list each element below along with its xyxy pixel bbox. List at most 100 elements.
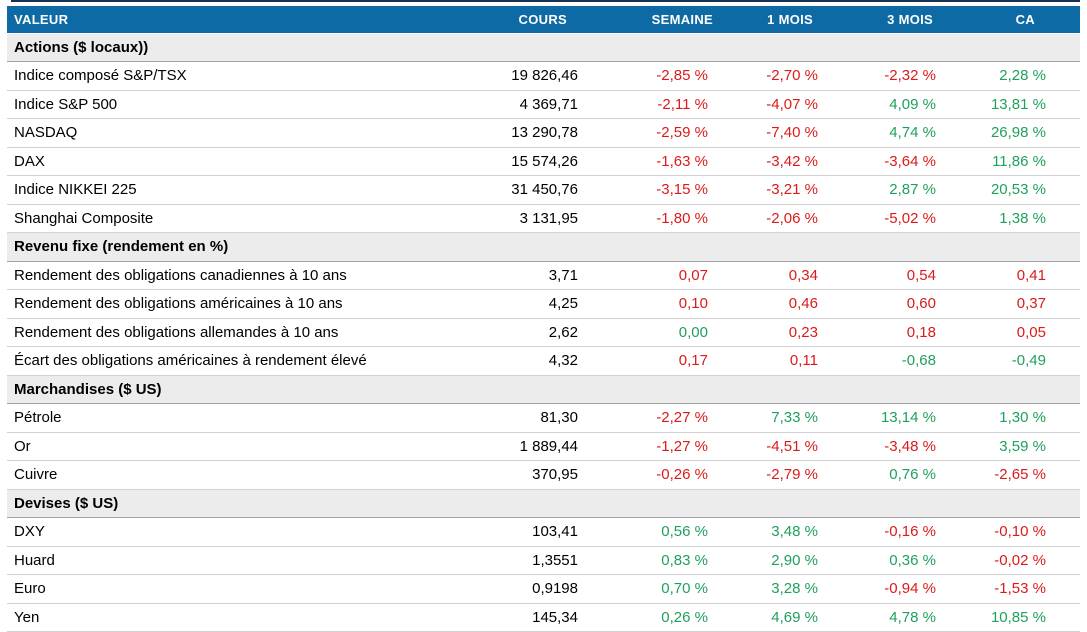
header-row: VALEUR COURS SEMAINE 1 MOIS 3 MOIS CA bbox=[7, 6, 1080, 33]
change-value: -1,80 % bbox=[589, 204, 717, 233]
change-value: 3,59 % bbox=[945, 432, 1080, 461]
section-title: Devises ($ US) bbox=[7, 488, 1080, 518]
change-value: 13,14 % bbox=[827, 403, 945, 433]
table-row: Pétrole 81,30 -2,27 % 7,33 % 13,14 % 1,30 % bbox=[7, 403, 1080, 433]
cours-value: 1 889,44 bbox=[497, 432, 589, 461]
value-label: Rendement des obligations américaines à … bbox=[7, 289, 497, 319]
table-row: Écart des obligations américaines à rend… bbox=[7, 346, 1080, 376]
cours-value: 3,71 bbox=[497, 261, 589, 290]
change-value: -3,48 % bbox=[827, 432, 945, 461]
change-value: 0,11 bbox=[717, 346, 827, 376]
change-value: 0,56 % bbox=[589, 517, 717, 547]
change-value: -3,42 % bbox=[717, 147, 827, 176]
change-value: 7,33 % bbox=[717, 403, 827, 433]
change-value: -2,32 % bbox=[827, 61, 945, 91]
change-value: 10,85 % bbox=[945, 603, 1080, 632]
change-value: -1,53 % bbox=[945, 574, 1080, 604]
cours-value: 370,95 bbox=[497, 460, 589, 490]
cours-value: 1,3551 bbox=[497, 546, 589, 575]
change-value: -0,68 bbox=[827, 346, 945, 376]
change-value: 4,09 % bbox=[827, 90, 945, 119]
table-row: NASDAQ 13 290,78 -2,59 % -7,40 % 4,74 % 26,98… bbox=[7, 118, 1080, 148]
table-row: Rendement des obligations canadiennes à … bbox=[7, 261, 1080, 290]
change-value: 0,76 % bbox=[827, 460, 945, 490]
change-value: 2,90 % bbox=[717, 546, 827, 575]
change-value: -2,79 % bbox=[717, 460, 827, 490]
section-row: Marchandises ($ US) bbox=[7, 374, 1080, 404]
value-label: Euro bbox=[7, 574, 497, 604]
change-value: 3,28 % bbox=[717, 574, 827, 604]
change-value: -2,65 % bbox=[945, 460, 1080, 490]
change-value: 0,17 bbox=[589, 346, 717, 376]
change-value: 0,18 bbox=[827, 318, 945, 347]
cours-value: 13 290,78 bbox=[497, 118, 589, 148]
value-label: Écart des obligations américaines à rend… bbox=[7, 346, 497, 376]
change-value: 2,87 % bbox=[827, 175, 945, 205]
change-value: 3,48 % bbox=[717, 517, 827, 547]
table-body: Actions ($ locaux)) Indice composé S&P/TS… bbox=[7, 32, 1080, 632]
value-label: Or bbox=[7, 432, 497, 461]
change-value: 0,41 bbox=[945, 261, 1080, 290]
section-title: Actions ($ locaux)) bbox=[7, 32, 1080, 62]
top-rule bbox=[11, 0, 1080, 2]
change-value: 1,38 % bbox=[945, 204, 1080, 233]
cours-value: 145,34 bbox=[497, 603, 589, 632]
value-label: Huard bbox=[7, 546, 497, 575]
change-value: -5,02 % bbox=[827, 204, 945, 233]
value-label: Indice composé S&P/TSX bbox=[7, 61, 497, 91]
value-label: Pétrole bbox=[7, 403, 497, 433]
table-row: Cuivre 370,95 -0,26 % -2,79 % 0,76 % -2,65 % bbox=[7, 460, 1080, 490]
change-value: 1,30 % bbox=[945, 403, 1080, 433]
change-value: -0,26 % bbox=[589, 460, 717, 490]
change-value: -2,06 % bbox=[717, 204, 827, 233]
change-value: 0,46 bbox=[717, 289, 827, 319]
market-table: VALEUR COURS SEMAINE 1 MOIS 3 MOIS CA Actions… bbox=[7, 6, 1080, 632]
change-value: -1,63 % bbox=[589, 147, 717, 176]
column-header: 1 MOIS bbox=[717, 6, 827, 33]
change-value: -3,15 % bbox=[589, 175, 717, 205]
change-value: 20,53 % bbox=[945, 175, 1080, 205]
section-title: Marchandises ($ US) bbox=[7, 374, 1080, 404]
change-value: -4,07 % bbox=[717, 90, 827, 119]
change-value: 0,54 bbox=[827, 261, 945, 290]
value-label: DXY bbox=[7, 517, 497, 547]
change-value: 0,23 bbox=[717, 318, 827, 347]
change-value: -0,94 % bbox=[827, 574, 945, 604]
change-value: 2,28 % bbox=[945, 61, 1080, 91]
change-value: -2,11 % bbox=[589, 90, 717, 119]
change-value: 4,74 % bbox=[827, 118, 945, 148]
change-value: 0,37 bbox=[945, 289, 1080, 319]
value-label: Shanghai Composite bbox=[7, 204, 497, 233]
table-row: Indice NIKKEI 225 31 450,76 -3,15 % -3,21 %… bbox=[7, 175, 1080, 205]
table-row: Rendement des obligations américaines à … bbox=[7, 289, 1080, 319]
change-value: -0,49 bbox=[945, 346, 1080, 376]
table-row: Indice S&P 500 4 369,71 -2,11 % -4,07 % 4,09… bbox=[7, 90, 1080, 119]
change-value: 26,98 % bbox=[945, 118, 1080, 148]
table-row: Shanghai Composite 3 131,95 -1,80 % -2,06 %… bbox=[7, 204, 1080, 233]
change-value: -2,59 % bbox=[589, 118, 717, 148]
change-value: -7,40 % bbox=[717, 118, 827, 148]
change-value: -0,16 % bbox=[827, 517, 945, 547]
value-label: Rendement des obligations allemandes à 1… bbox=[7, 318, 497, 347]
cours-value: 15 574,26 bbox=[497, 147, 589, 176]
cours-value: 19 826,46 bbox=[497, 61, 589, 91]
value-label: Rendement des obligations canadiennes à … bbox=[7, 261, 497, 290]
change-value: 0,60 bbox=[827, 289, 945, 319]
section-row: Actions ($ locaux)) bbox=[7, 32, 1080, 62]
value-label: Indice S&P 500 bbox=[7, 90, 497, 119]
cours-value: 4,25 bbox=[497, 289, 589, 319]
change-value: 0,36 % bbox=[827, 546, 945, 575]
change-value: 11,86 % bbox=[945, 147, 1080, 176]
change-value: -4,51 % bbox=[717, 432, 827, 461]
change-value: -2,27 % bbox=[589, 403, 717, 433]
table-row: Or 1 889,44 -1,27 % -4,51 % -3,48 % 3,59 % bbox=[7, 432, 1080, 461]
cours-value: 31 450,76 bbox=[497, 175, 589, 205]
cours-value: 81,30 bbox=[497, 403, 589, 433]
section-title: Revenu fixe (rendement en %) bbox=[7, 232, 1080, 262]
value-label: NASDAQ bbox=[7, 118, 497, 148]
table-row: DAX 15 574,26 -1,63 % -3,42 % -3,64 % 11,86 % bbox=[7, 147, 1080, 176]
cours-value: 4 369,71 bbox=[497, 90, 589, 119]
change-value: -3,64 % bbox=[827, 147, 945, 176]
change-value: -0,02 % bbox=[945, 546, 1080, 575]
column-header: COURS bbox=[497, 6, 589, 33]
